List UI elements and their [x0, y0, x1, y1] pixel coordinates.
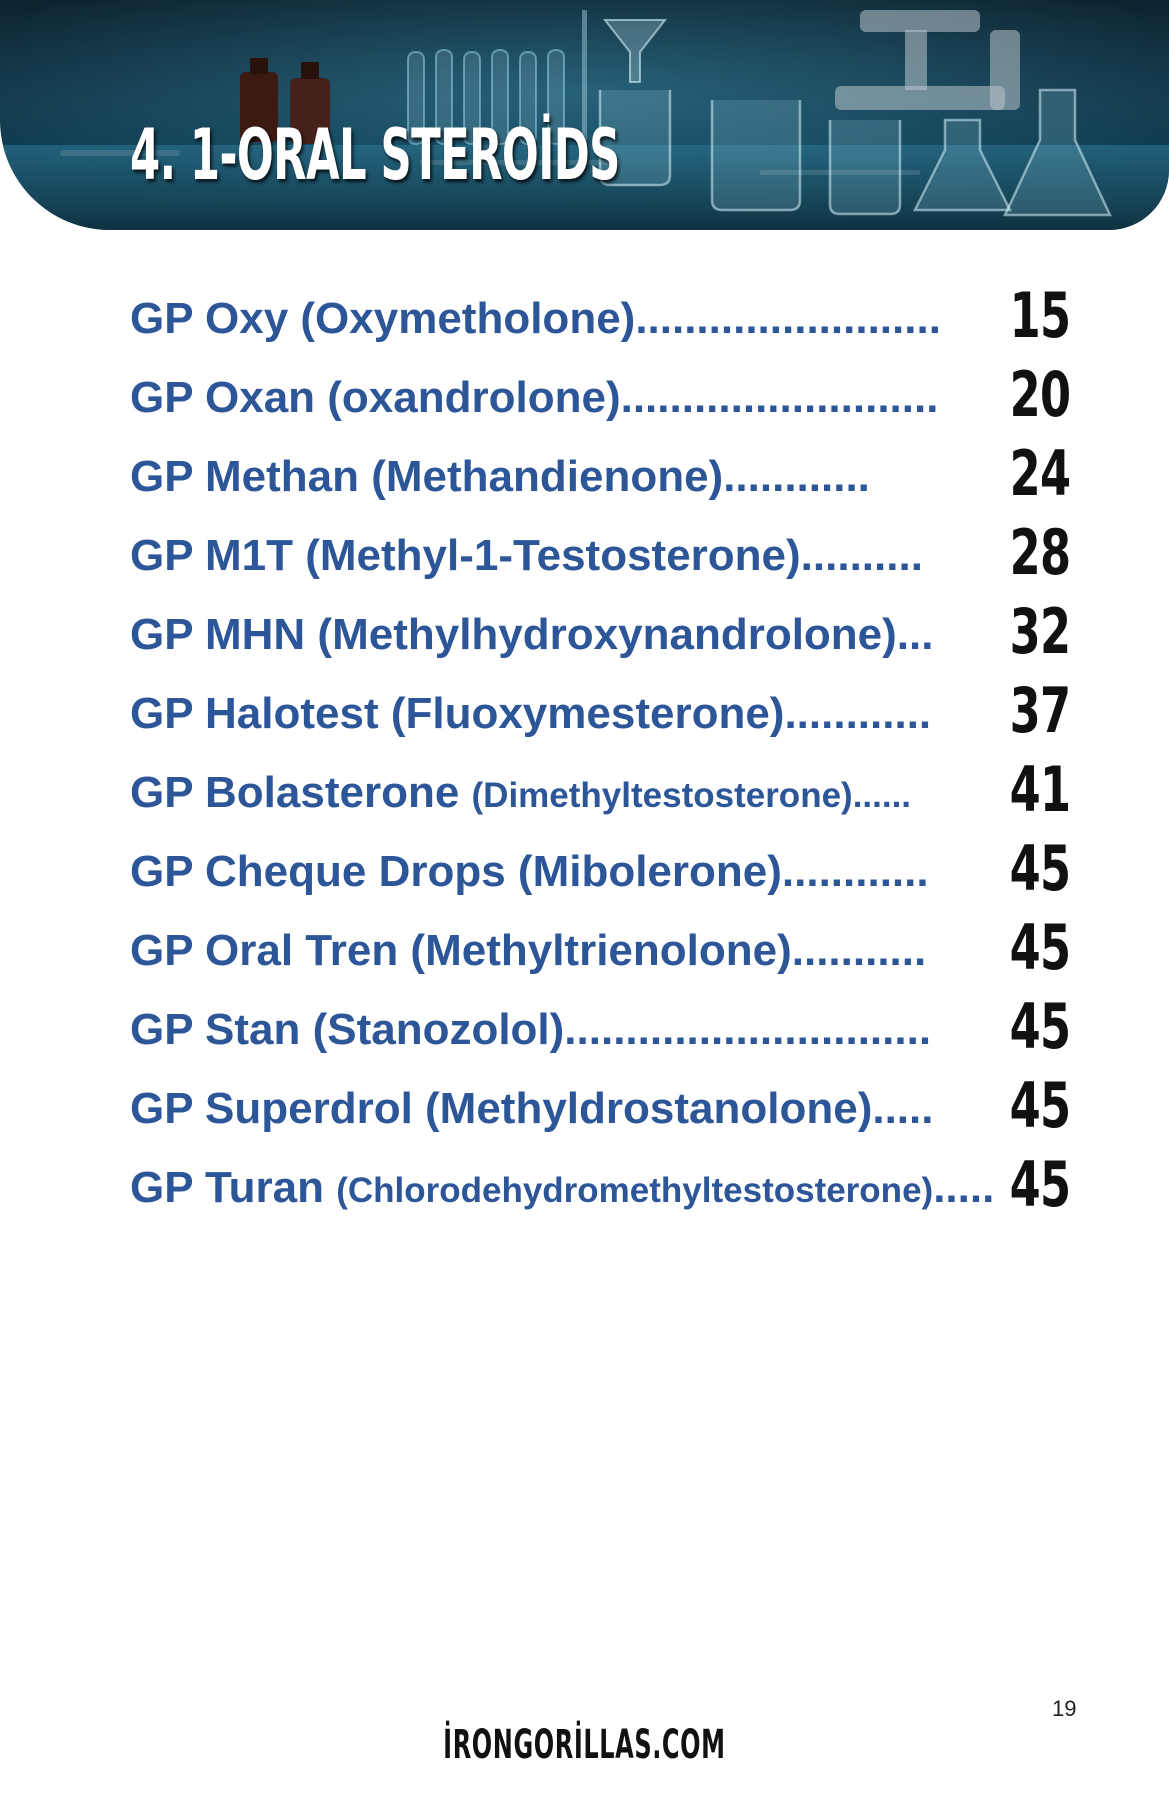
toc-entry[interactable]: GP Superdrol (Methyldrostanolone)..... 4…	[130, 1069, 1071, 1151]
toc-page-number: 24	[1009, 437, 1071, 510]
toc-entry[interactable]: GP Oral Tren (Methyltrienolone).........…	[130, 911, 1071, 993]
toc-page-number: 45	[1009, 1069, 1071, 1142]
website-footer: İRONGORİLLAS.COM	[0, 1725, 1169, 1765]
toc-entry[interactable]: GP Stan (Stanozolol)....................…	[130, 990, 1071, 1072]
toc-entry-title: GP Oxy (Oxymetholone)...................…	[130, 294, 941, 343]
toc-entry[interactable]: GP MHN (Methylhydroxynandrolone)... 32	[130, 595, 1071, 677]
toc-entry-title: GP Methan (Methandienone)............	[130, 452, 870, 501]
toc-page-number: 45	[1009, 911, 1071, 984]
toc-page-number: 45	[1009, 832, 1071, 905]
lab-glassware-background	[0, 0, 1169, 230]
section-title: 4. 1-ORAL STEROİDS	[130, 114, 620, 196]
toc-page-number: 28	[1009, 516, 1071, 589]
header-banner: 4. 1-ORAL STEROİDS	[0, 0, 1169, 230]
toc-entry-title: GP Oral Tren (Methyltrienolone).........…	[130, 926, 927, 975]
toc-entry[interactable]: GP Bolasterone (Dimethyltestosterone)...…	[130, 753, 1071, 835]
toc-entry-title: GP Turan (Chlorodehydromethyltestosteron…	[130, 1163, 995, 1212]
toc-list: GP Oxy (Oxymetholone)...................…	[130, 279, 1071, 1230]
toc-entry-title: GP MHN (Methylhydroxynandrolone)...	[130, 610, 934, 659]
toc-page-number: 41	[1009, 753, 1071, 826]
toc-entry[interactable]: GP Oxy (Oxymetholone)...................…	[130, 279, 1071, 361]
toc-entry-title: GP M1T (Methyl-1-Testosterone)..........	[130, 531, 923, 580]
toc-entry[interactable]: GP Cheque Drops (Mibolerone)............…	[130, 832, 1071, 914]
toc-page-number: 37	[1009, 674, 1071, 747]
toc-page-number: 20	[1009, 358, 1071, 431]
toc-page-number: 15	[1009, 279, 1071, 352]
toc-entry[interactable]: GP Methan (Methandienone)............ 24	[130, 437, 1071, 519]
toc-entry-title: GP Bolasterone (Dimethyltestosterone)...…	[130, 768, 912, 817]
toc-page-number: 32	[1009, 595, 1071, 668]
toc-entry[interactable]: GP M1T (Methyl-1-Testosterone)..........…	[130, 516, 1071, 598]
toc-page-number: 45	[1009, 990, 1071, 1063]
toc-entry-title: GP Stan (Stanozolol)....................…	[130, 1005, 932, 1054]
toc-entry-title: GP Oxan (oxandrolone)...................…	[130, 373, 939, 422]
toc-page-number: 45	[1009, 1148, 1071, 1221]
toc-entry[interactable]: GP Oxan (oxandrolone)...................…	[130, 358, 1071, 440]
toc-entry-title: GP Cheque Drops (Mibolerone)............	[130, 847, 929, 896]
toc-entry-title: GP Halotest (Fluoxymesterone)...........…	[130, 689, 932, 738]
toc-entry[interactable]: GP Halotest (Fluoxymesterone)...........…	[130, 674, 1071, 756]
toc-entry-title: GP Superdrol (Methyldrostanolone).....	[130, 1084, 934, 1133]
toc-entry[interactable]: GP Turan (Chlorodehydromethyltestosteron…	[130, 1148, 1071, 1230]
page-number: 19	[1052, 1696, 1077, 1721]
website-link[interactable]: İRONGORİLLAS.COM	[443, 1722, 726, 1768]
